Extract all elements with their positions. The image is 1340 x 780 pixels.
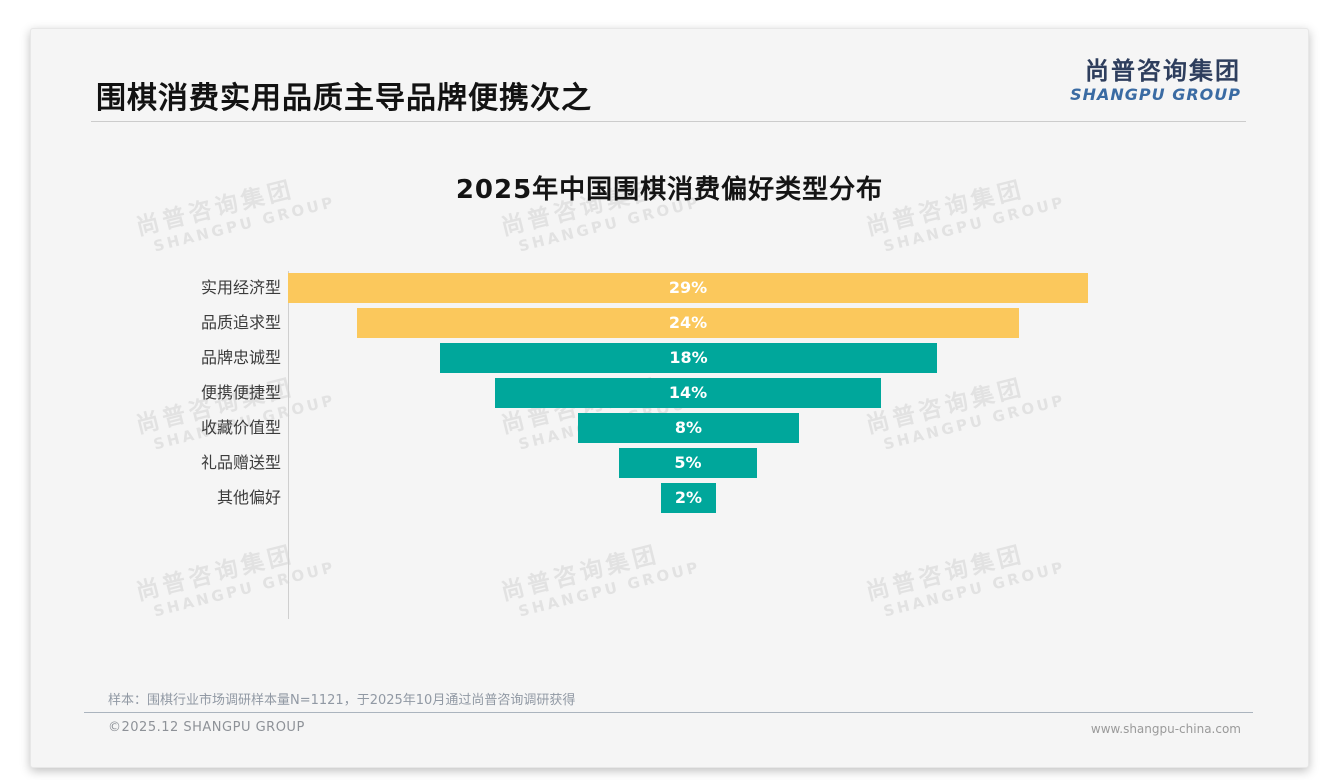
footer-divider [84,712,1253,713]
bar-value-label: 29% [668,278,708,297]
footer-website: www.shangpu-china.com [1090,722,1241,736]
sample-note: 样本：围棋行业市场调研样本量N=1121，于2025年10月通过尚普咨询调研获得 [108,693,576,708]
category-label: 礼品赠送型 [200,453,281,472]
funnel-bar: 18% [440,343,937,373]
bar-value-label: 2% [674,488,703,507]
category-label: 实用经济型 [200,278,281,297]
funnel-chart: 实用经济型 29% 品质追求型 24% 品牌忠诚型 18% 便携便捷型 14% 收藏价值型 8% 礼… [31,29,1308,767]
funnel-bar: 14% [495,378,881,408]
bar-value-label: 5% [674,453,702,472]
funnel-bar: 24% [357,308,1019,338]
logo-english-name: SHANGPU GROUP [1070,85,1241,104]
page-title: 围棋消费实用品质主导品牌便携次之 [96,81,592,116]
footer-copyright: ©2025.12 SHANGPU GROUP [108,720,305,735]
funnel-bar: 2% [661,483,716,513]
category-label: 收藏价值型 [200,418,281,437]
funnel-bar: 5% [619,448,757,478]
funnel-bar: 8% [578,413,799,443]
bar-value-label: 8% [674,418,703,437]
bar-value-label: 24% [668,313,708,332]
category-label: 其他偏好 [216,488,281,507]
chart-title: 2025年中国围棋消费偏好类型分布 [455,175,884,205]
category-label: 品质追求型 [200,313,281,332]
y-axis-line [288,271,289,619]
slide-card: 尚普咨询集团 SHANGPU GROUP 尚普咨询集团 SHANGPU GROUP 尚普… [30,28,1309,768]
category-label: 便携便捷型 [200,383,281,402]
funnel-bar: 29% [288,273,1088,303]
bar-value-label: 14% [668,383,708,402]
bar-value-label: 18% [669,348,708,367]
title-divider [91,121,1246,122]
logo-chinese-name: 尚普咨询集团 [1085,57,1241,85]
company-logo: 尚普咨询集团 SHANGPU GROUP [1070,57,1241,104]
category-label: 品牌忠诚型 [200,348,281,367]
